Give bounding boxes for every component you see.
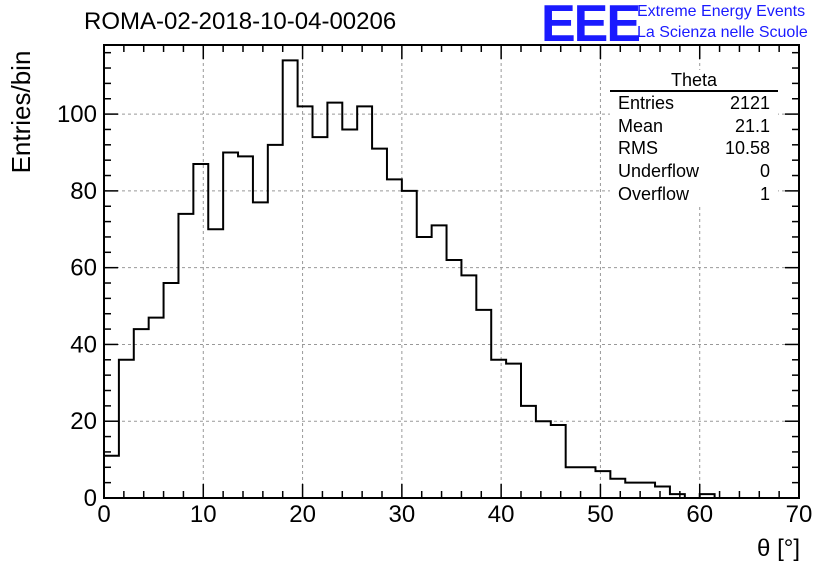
x-tick-label: 60 — [686, 501, 713, 528]
x-tick-label: 10 — [190, 501, 217, 528]
stats-value: 10.58 — [724, 138, 770, 159]
stats-label: Overflow — [618, 183, 690, 204]
stats-row-mean: Mean 21.1 — [610, 115, 778, 138]
y-tick-label: 60 — [70, 255, 97, 282]
x-tick-label: 40 — [488, 501, 515, 528]
stats-label: Underflow — [618, 161, 700, 182]
x-tick-label: 70 — [786, 501, 813, 528]
stats-title: Theta — [610, 70, 778, 92]
brand-line-2: La Scienza nelle Scuole — [637, 24, 808, 41]
x-tick-label: 0 — [97, 501, 110, 528]
stats-value: 1 — [759, 183, 770, 204]
y-axis-label: Entries/bin — [6, 51, 36, 174]
stats-value: 2121 — [729, 93, 770, 113]
stats-row-underflow: Underflow 0 — [610, 160, 778, 183]
y-tick-label: 80 — [70, 178, 97, 205]
x-tick-label: 30 — [389, 501, 416, 528]
x-tick-label: 20 — [289, 501, 316, 528]
y-tick-label: 0 — [84, 485, 97, 512]
chart-title: ROMA-02-2018-10-04-00206 — [84, 8, 397, 35]
x-tick-label: 50 — [587, 501, 614, 528]
stats-value: 21.1 — [734, 115, 770, 136]
stats-label: RMS — [618, 138, 658, 159]
stats-row-overflow: Overflow 1 — [610, 183, 778, 206]
plot-frame — [103, 44, 800, 499]
stats-label: Entries — [618, 93, 675, 113]
eee-logo: EEE — [541, 0, 641, 53]
y-tick-label: 100 — [57, 101, 97, 128]
stats-row-rms: RMS 10.58 — [610, 137, 778, 160]
axis-ticks — [103, 45, 800, 499]
stats-value: 0 — [759, 161, 770, 182]
y-tick-label: 40 — [70, 331, 97, 358]
histogram-series — [103, 59, 799, 499]
stats-label: Mean — [618, 115, 664, 136]
y-tick-label: 20 — [70, 408, 97, 435]
grid-lines — [104, 45, 799, 498]
stats-row-entries: Entries 2121 — [610, 92, 778, 115]
x-axis-label: θ [°] — [757, 535, 800, 562]
stats-box: Theta Entries 2121 Mean 21.1 RMS 10.58 U… — [610, 70, 778, 206]
brand-line-1: Extreme Energy Events — [637, 3, 806, 20]
